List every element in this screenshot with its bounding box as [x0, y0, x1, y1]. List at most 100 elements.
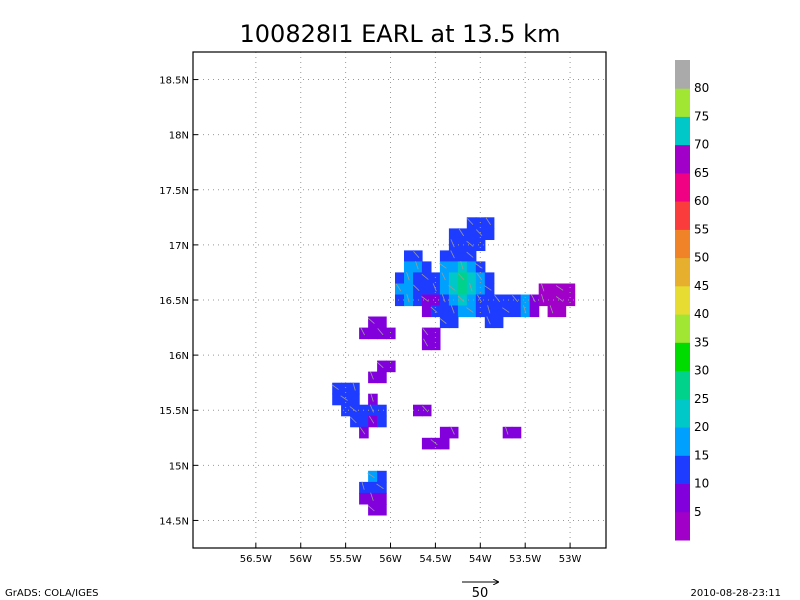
intensity-cell: [511, 426, 522, 439]
wind-vector: [487, 305, 491, 314]
intensity-cell: [484, 228, 495, 240]
wind-vector: [458, 228, 465, 237]
intensity-cell: [377, 492, 387, 505]
intensity-cell: [377, 503, 387, 516]
x-tick-label: 53W: [559, 554, 582, 565]
intensity-cell: [341, 382, 351, 395]
wind-vector: [432, 283, 437, 292]
y-tick-label: 16.5N: [159, 296, 189, 307]
intensity-cell: [511, 305, 522, 318]
wind-vector: [494, 295, 501, 303]
intensity-cell: [341, 404, 351, 417]
wind-vector: [441, 294, 446, 303]
wind-vector: [377, 328, 384, 336]
intensity-cell: [439, 426, 450, 439]
wind-vector: [441, 272, 446, 281]
wind-vector: [485, 217, 491, 226]
wind-vector: [439, 317, 447, 324]
colorbar-swatch: [675, 257, 690, 287]
wind-vector: [450, 426, 455, 435]
x-tick-label: 54.5W: [419, 554, 451, 565]
x-tick-label: 56W: [379, 554, 402, 565]
wind-vector: [466, 251, 474, 258]
intensity-cell: [413, 294, 423, 307]
intensity-cell: [457, 250, 468, 262]
intensity-cell: [332, 393, 342, 406]
wind-vector: [523, 305, 527, 314]
wind-vector: [423, 338, 428, 347]
intensity-cell: [448, 272, 459, 284]
wind-vector: [466, 218, 474, 225]
wind-vector: [450, 305, 455, 314]
x-tick-label: 56W: [289, 554, 312, 565]
colorbar-label: 40: [694, 307, 709, 321]
intensity-cell: [466, 228, 477, 240]
colorbar: 5 10 15 20 25 30 35 40 45 50 55 60 65 70 75 80: [675, 60, 709, 541]
wind-vector: [460, 261, 464, 270]
colorbar-label: 75: [694, 110, 709, 124]
intensity-cell: [377, 415, 387, 428]
intensity-cell: [556, 305, 567, 318]
wind-vector: [475, 229, 483, 236]
y-tick-label: 18N: [169, 131, 189, 142]
intensity-cell: [359, 415, 369, 428]
intensity-cell: [439, 283, 450, 296]
colorbar-swatch: [675, 314, 690, 343]
intensity-cell: [368, 481, 378, 494]
wind-vectors: [331, 217, 564, 512]
intensity-cell: [466, 294, 477, 307]
intensity-cell: [386, 327, 396, 340]
colorbar-swatch: [675, 370, 690, 400]
colorbar-label: 25: [694, 392, 709, 406]
intensity-cell: [359, 492, 369, 505]
intensity-cell: [439, 305, 450, 318]
wind-vector: [367, 472, 375, 479]
wind-vector: [476, 272, 483, 281]
intensity-cell: [520, 294, 531, 307]
wind-vector: [415, 261, 419, 270]
wind-vector: [555, 296, 564, 302]
colorbar-swatch: [675, 483, 690, 513]
vector-scale-label: 50: [472, 586, 489, 600]
intensity-cell: [448, 228, 459, 240]
colorbar-label: 55: [694, 222, 709, 236]
wind-vector: [531, 294, 536, 303]
wind-vector: [352, 382, 356, 391]
wind-vector: [376, 483, 384, 490]
intensity-cell: [430, 294, 441, 307]
intensity-cell: [377, 371, 387, 384]
intensity-cell: [457, 305, 468, 318]
wind-vector: [457, 295, 465, 302]
wind-vector: [430, 439, 438, 446]
wind-vector: [549, 305, 554, 314]
intensity-cell: [466, 272, 477, 284]
intensity-cell: [484, 294, 495, 307]
intensity-cell: [413, 404, 423, 417]
colorbar-label: 5: [694, 505, 702, 519]
intensity-cell: [475, 305, 486, 318]
wind-vector: [406, 294, 410, 303]
intensity-cell: [430, 338, 441, 351]
y-tick-label: 17.5N: [159, 186, 189, 197]
wind-vector: [466, 307, 474, 313]
x-tick-label: 54W: [469, 554, 492, 565]
intensity-cell: [547, 283, 558, 296]
y-tick-label: 17N: [169, 241, 189, 252]
intensity-cell: [395, 294, 405, 307]
colorbar-swatch: [675, 60, 690, 89]
intensity-cell: [430, 327, 441, 340]
intensity-cell: [404, 261, 414, 273]
intensity-cell: [484, 272, 495, 284]
intensity-cell: [386, 360, 396, 373]
intensity-cell: [457, 239, 468, 251]
x-tick-label: 53.5W: [509, 554, 541, 565]
intensity-cell: [448, 261, 459, 273]
colorbar-swatch: [675, 229, 690, 259]
wind-vector: [484, 285, 492, 291]
wind-vector: [421, 296, 429, 302]
colorbar-label: 70: [694, 138, 709, 152]
wind-vector: [466, 240, 474, 247]
intensity-cell: [565, 294, 576, 307]
footer-timestamp: 2010-08-28-23:11: [690, 588, 781, 599]
